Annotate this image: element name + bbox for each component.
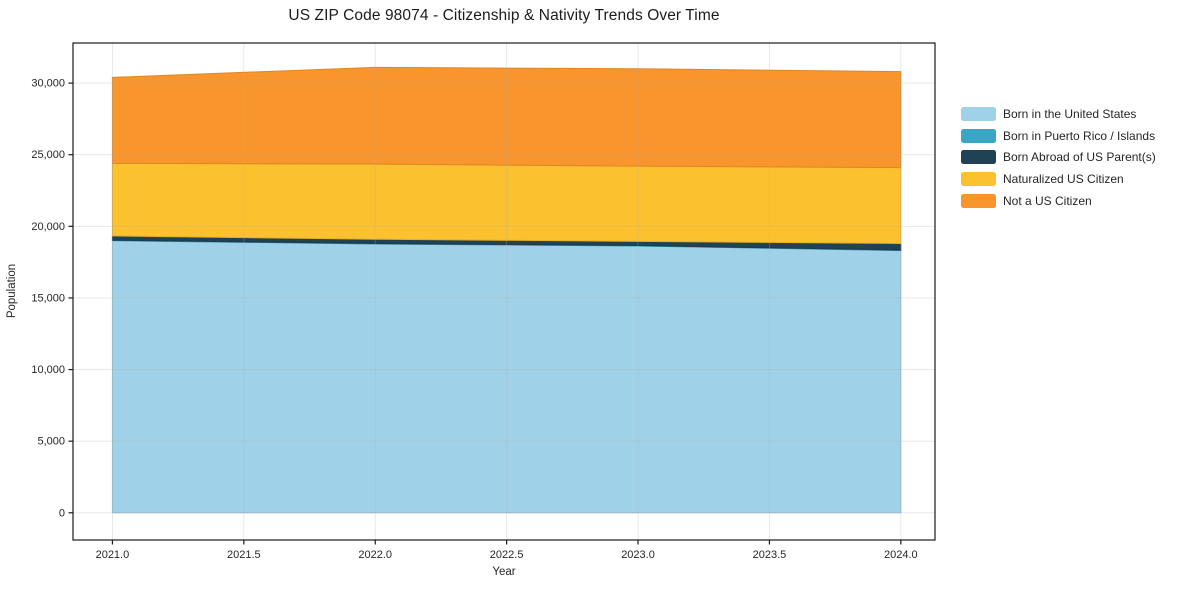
chart-title: US ZIP Code 98074 - Citizenship & Nativi…: [288, 7, 720, 24]
legend-label: Born in the United States: [1003, 106, 1137, 121]
legend-label: Born Abroad of US Parent(s): [1003, 150, 1156, 165]
y-tick-label: 5,000: [37, 436, 65, 448]
legend-label: Naturalized US Citizen: [1003, 171, 1124, 186]
y-tick-label: 15,000: [31, 292, 65, 304]
tick-marks: [68, 82, 902, 545]
x-tick-label: 2022.0: [358, 549, 392, 561]
legend-item: Born in the United States: [961, 103, 1156, 125]
x-tick-label: 2023.0: [621, 549, 655, 561]
legend-swatch-not-citizen: [961, 193, 996, 208]
legend-swatch-born-abroad: [961, 150, 996, 165]
y-tick-label: 0: [59, 507, 65, 519]
x-tick-label: 2023.5: [753, 549, 787, 561]
y-tick-label: 25,000: [31, 149, 65, 161]
legend: Born in the United States Born in Puerto…: [961, 103, 1156, 211]
legend-swatch-born-in-us: [961, 106, 996, 121]
legend-item: Naturalized US Citizen: [961, 168, 1156, 190]
legend-swatch-born-in-puerto-rico: [961, 128, 996, 143]
y-axis-label: Population: [6, 263, 18, 319]
x-tick-labels: 2021.0 2021.5 2022.0 2022.5 2023.0 2023.5 2024…: [96, 549, 918, 561]
y-tick-label: 20,000: [31, 221, 65, 233]
legend-label: Not a US Citizen: [1003, 193, 1092, 208]
x-axis-label: Year: [492, 566, 516, 578]
area-series-4: [111, 66, 902, 169]
x-tick-label: 2024.0: [884, 549, 918, 561]
x-tick-label: 2022.5: [490, 549, 524, 561]
stacked-areas: [111, 66, 902, 514]
gridlines: [73, 43, 935, 540]
x-tick-label: 2021.5: [227, 549, 261, 561]
y-tick-labels: 0 5,000 10,000 15,000 20,000 25,000 30,000: [31, 78, 65, 520]
legend-item: Not a US Citizen: [961, 190, 1156, 212]
x-tick-label: 2021.0: [96, 549, 130, 561]
legend-swatch-naturalized: [961, 171, 996, 186]
legend-item: Born Abroad of US Parent(s): [961, 146, 1156, 168]
axes-frame: [72, 42, 936, 541]
legend-label: Born in Puerto Rico / Islands: [1003, 128, 1156, 143]
y-tick-label: 30,000: [31, 78, 65, 90]
legend-item: Born in Puerto Rico / Islands: [961, 125, 1156, 147]
y-tick-label: 10,000: [31, 364, 65, 376]
